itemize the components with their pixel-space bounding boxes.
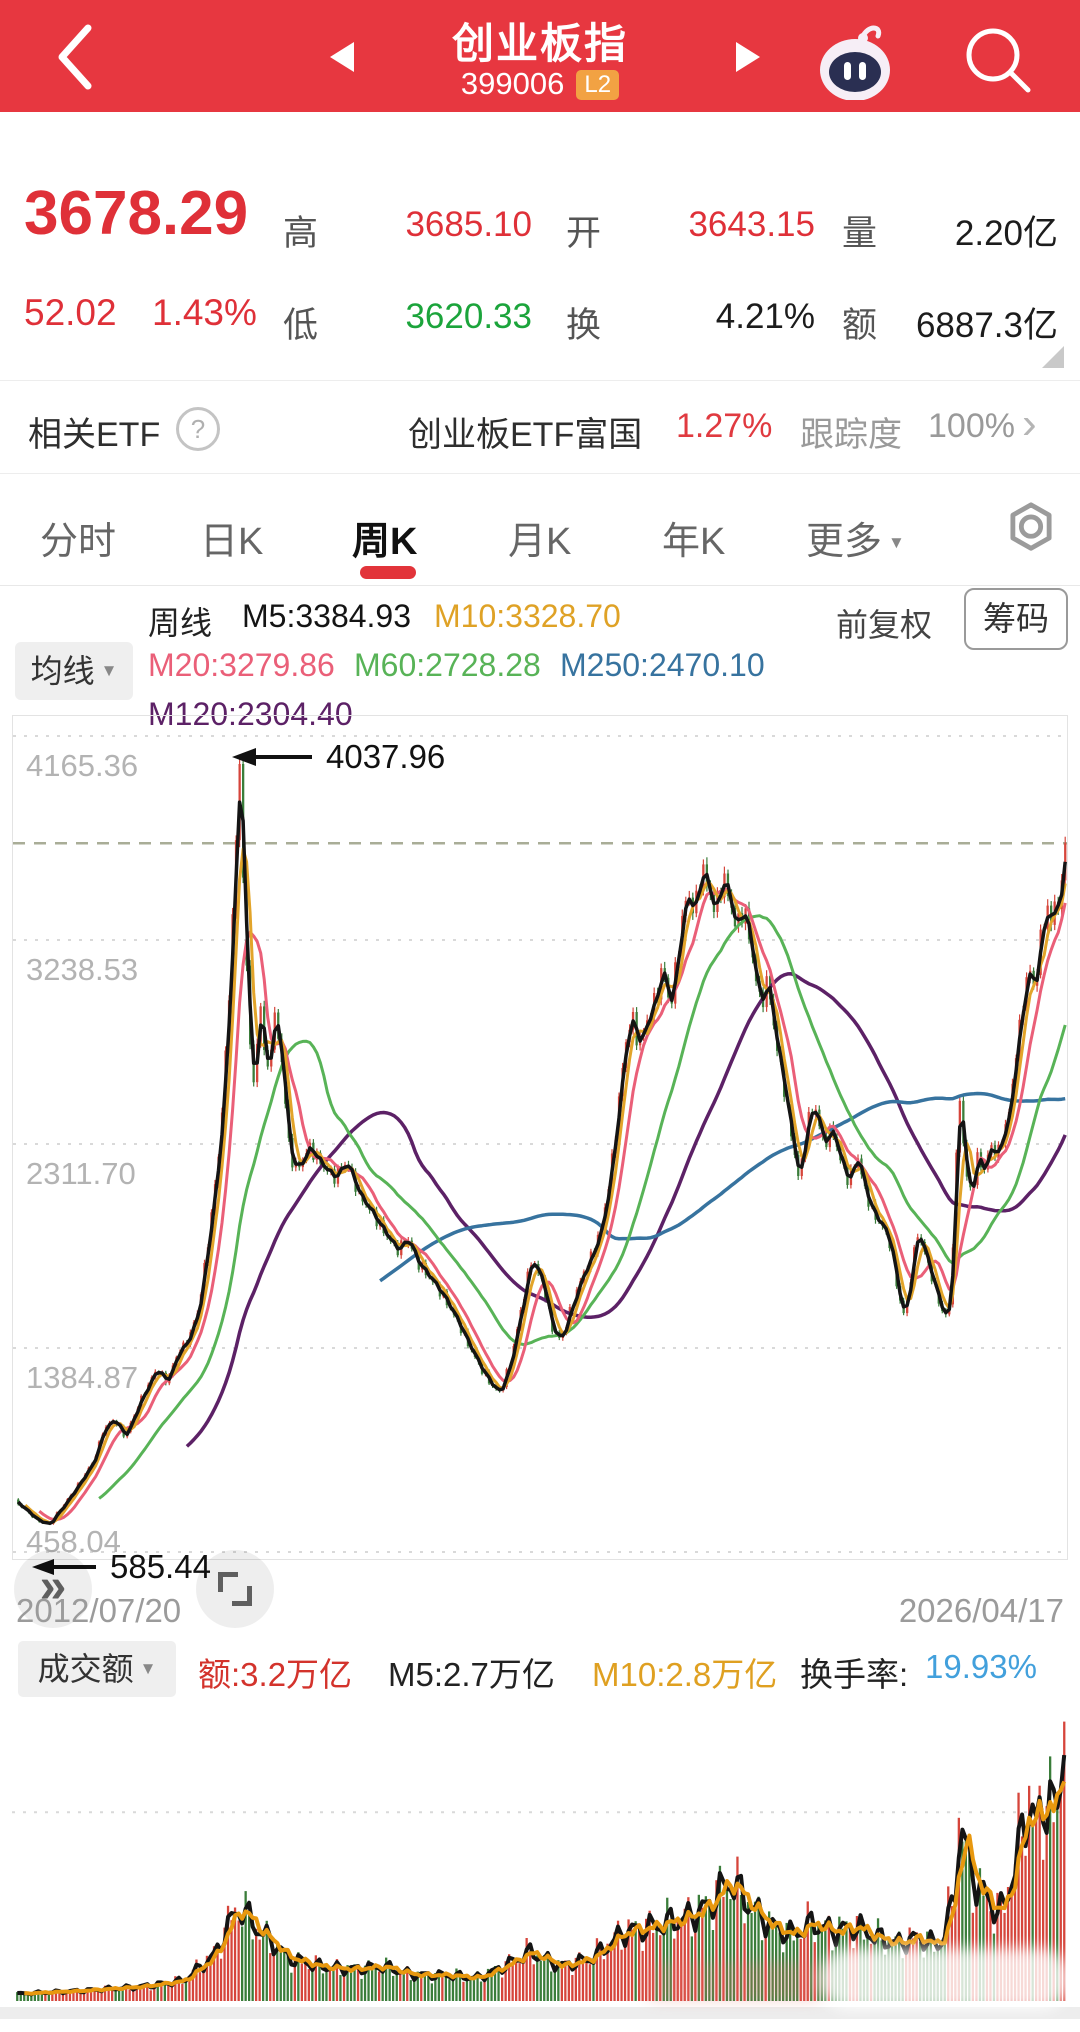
prev-stock-button[interactable] [330, 42, 354, 72]
fast-forward-button[interactable]: » [14, 1550, 92, 1628]
related-etf-row[interactable]: 相关ETF ? 创业板ETF富国 1.27% 跟踪度 100% › [0, 381, 1080, 474]
header: 创业板指 399006 L2 [0, 0, 1080, 112]
x-end-date: 2026/04/17 [898, 1592, 1064, 1629]
legend-m10: M10:3328.70 [434, 598, 621, 634]
etf-label: 相关ETF [28, 416, 161, 454]
y-tick-1: 3238.53 [26, 952, 139, 987]
etf-pct: 1.27% [676, 407, 773, 445]
robot-icon [820, 25, 890, 101]
open-value: 3643.15 [688, 205, 815, 244]
page-title: 创业板指 [451, 20, 628, 67]
legend-m20: M20:3279.86 [148, 647, 335, 683]
y-tick-3: 1384.87 [26, 1360, 139, 1395]
low-value: 3620.33 [405, 297, 532, 336]
y-tick-0: 4165.36 [26, 748, 139, 783]
y-tick-2: 2311.70 [26, 1156, 136, 1191]
help-icon[interactable]: ? [176, 407, 220, 451]
etf-tracking-label: 跟踪度 [800, 416, 902, 454]
legend-m60: M60:2728.28 [354, 647, 541, 683]
low-label: 低 [283, 306, 319, 345]
tab-daily[interactable]: 日K [200, 521, 264, 563]
next-stock-button[interactable] [736, 42, 760, 72]
price-chart-svg [13, 735, 1067, 1553]
turnover-rate-value: 19.93% [925, 1648, 1037, 1685]
peak-value-text: 4037.96 [326, 738, 446, 775]
watermark-smudge [640, 1962, 830, 2002]
volume-label: 量 [842, 214, 878, 253]
volume-value: 2.20亿 [954, 214, 1058, 253]
watermark-smudge [820, 1948, 1070, 2010]
back-chevron-icon [58, 24, 92, 90]
fast-forward-icon: » [39, 1560, 67, 1613]
l2-badge: L2 [576, 70, 620, 100]
turnover-value: 4.21% [715, 297, 815, 336]
gear-icon [1010, 502, 1052, 551]
low-value-text: 585.44 [110, 1548, 211, 1585]
chevron-right-icon: › [1022, 399, 1037, 448]
x-start-date: 2012/07/20 [16, 1592, 182, 1629]
chips-button[interactable]: 筹码 [964, 588, 1068, 650]
tab-more[interactable]: 更多 ▼ [806, 510, 905, 565]
price-change-pct: 1.43% [152, 292, 257, 333]
volume-indicator-label: 成交额 [37, 1651, 134, 1687]
search-icon [966, 28, 1031, 93]
stock-code: 399006 L2 [0, 66, 1080, 102]
etf-tracking-value: 100% [928, 407, 1015, 445]
ai-assistant-button[interactable] [816, 20, 894, 105]
peak-annotation: 4037.96 [230, 738, 445, 776]
legend-m250: M250:2470.10 [560, 647, 765, 683]
back-button[interactable] [54, 22, 98, 97]
fullscreen-icon [218, 1572, 252, 1606]
volume-amount: 额:3.2万亿 [198, 1656, 353, 1693]
volume-m10: M10:2.8万亿 [592, 1656, 778, 1693]
high-label: 高 [283, 214, 319, 253]
last-price: 3678.29 [24, 179, 249, 248]
turnover-rate-label: 换手率: [800, 1656, 909, 1693]
bottom-strip [0, 2007, 1080, 2019]
volume-indicator-button[interactable]: 成交额 ▼ [18, 1641, 176, 1697]
arrow-left-icon [232, 748, 312, 766]
legend-m120: M120:2304.40 [148, 696, 353, 732]
kline-tabbar: 分时 日K 周K 月K 年K 更多 ▼ [0, 474, 1080, 586]
tab-yearly[interactable]: 年K [662, 521, 726, 563]
active-tab-indicator [360, 566, 416, 579]
volume-m5: M5:2.7万亿 [388, 1656, 555, 1693]
expand-quote-corner[interactable] [1042, 346, 1064, 368]
tab-monthly[interactable]: 月K [508, 521, 572, 563]
high-value: 3685.10 [405, 205, 532, 244]
divider [0, 380, 1080, 381]
tab-weekly[interactable]: 周K [352, 521, 418, 563]
caret-down-icon: ▼ [888, 533, 905, 552]
low-annotation: 585.44 [30, 1548, 211, 1586]
amount-value: 6887.3亿 [915, 306, 1058, 345]
ma-selector-label: 均线 [30, 653, 95, 689]
amount-label: 额 [842, 306, 878, 345]
ma-selector-button[interactable]: 均线 ▼ [15, 642, 133, 700]
adjust-mode-toggle[interactable]: 前复权 [836, 607, 933, 643]
turnover-label: 换 [566, 306, 602, 345]
price-change: 52.02 [24, 292, 117, 333]
tab-more-label: 更多 [806, 521, 883, 563]
fullscreen-button[interactable] [196, 1550, 274, 1628]
volume-chart-pane[interactable] [12, 1705, 1068, 2012]
y-tick-4: 458.04 [26, 1524, 121, 1559]
etf-name: 创业板ETF富国 [408, 416, 643, 454]
price-chart-pane[interactable] [12, 715, 1068, 1560]
arrow-left-icon [32, 1559, 96, 1575]
tab-minute[interactable]: 分时 [40, 521, 117, 563]
search-button[interactable] [960, 22, 1036, 103]
legend-period: 周线 [148, 605, 213, 641]
volume-chart-svg [12, 1721, 1068, 2001]
caret-down-icon: ▼ [139, 1659, 157, 1678]
chart-settings-button[interactable] [1002, 500, 1060, 563]
legend-m5: M5:3384.93 [242, 598, 412, 634]
caret-down-icon: ▼ [100, 661, 118, 680]
stock-code-text: 399006 [460, 66, 565, 101]
open-label: 开 [566, 214, 602, 253]
